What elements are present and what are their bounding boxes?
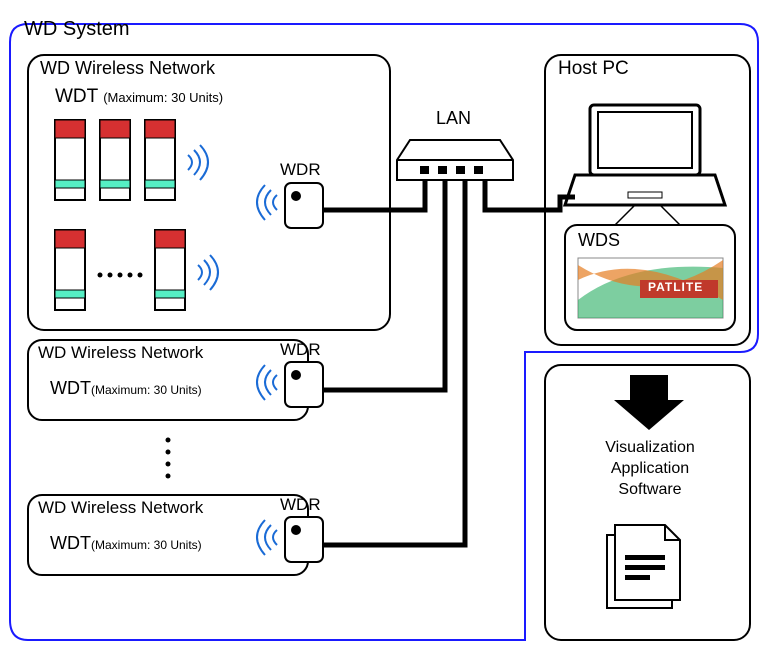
wdr3-label: WDR [280,495,321,515]
wdt-tower-5 [155,230,185,310]
wdt-tower-1 [55,120,85,200]
wdt3-label: WDT [50,533,91,553]
wdt-tower-2 [100,120,130,200]
host-pc-label: Host PC [558,58,629,80]
wdt-sub: (Maximum: 30 Units) [103,90,223,105]
network3-title: WD Wireless Network [38,498,203,518]
system-title: WD System [24,18,130,41]
wdt-tower-4 [55,230,85,310]
lan-switch-icon [397,140,513,180]
wdr3-device [285,517,323,562]
wireless-icon-1 [188,145,208,180]
wds-connector2 [660,205,680,225]
wdt-tower-3 [145,120,175,200]
viz-line2: Application [611,460,689,477]
wdr2-wireless-icon [257,365,277,400]
network2-title: WD Wireless Network [38,343,203,363]
row2-dots [98,273,143,278]
wdr1-device [285,183,323,228]
wdr2-label: WDR [280,340,321,360]
patlite-text: PATLITE [648,280,703,294]
viz-line1: Visualization [605,439,695,456]
viz-label: Visualization Application Software [600,438,700,500]
wdr3-wireless-icon [257,520,277,555]
wdt2-sub: (Maximum: 30 Units) [91,383,202,397]
network-gap-dots [166,438,171,479]
wdt2-title: WDT(Maximum: 30 Units) [50,378,202,399]
lan-cables [323,180,575,545]
viz-line3: Software [618,481,681,498]
wdt3-title: WDT(Maximum: 30 Units) [50,533,202,554]
wdr1-label: WDR [280,160,321,180]
wdr2-device [285,362,323,407]
wds-connector [615,205,635,225]
document-icon [607,525,680,608]
wdt3-sub: (Maximum: 30 Units) [91,538,202,552]
down-arrow-icon [614,375,684,430]
network1-title: WD Wireless Network [40,58,215,79]
wdr1-wireless-icon [257,185,277,220]
wds-label: WDS [578,230,620,251]
wdt-label: WDT [55,86,98,107]
wdt-title: WDT (Maximum: 30 Units) [55,86,223,108]
laptop-icon [565,105,725,205]
lan-label: LAN [436,108,471,129]
wireless-icon-2 [198,255,218,290]
wdt2-label: WDT [50,378,91,398]
